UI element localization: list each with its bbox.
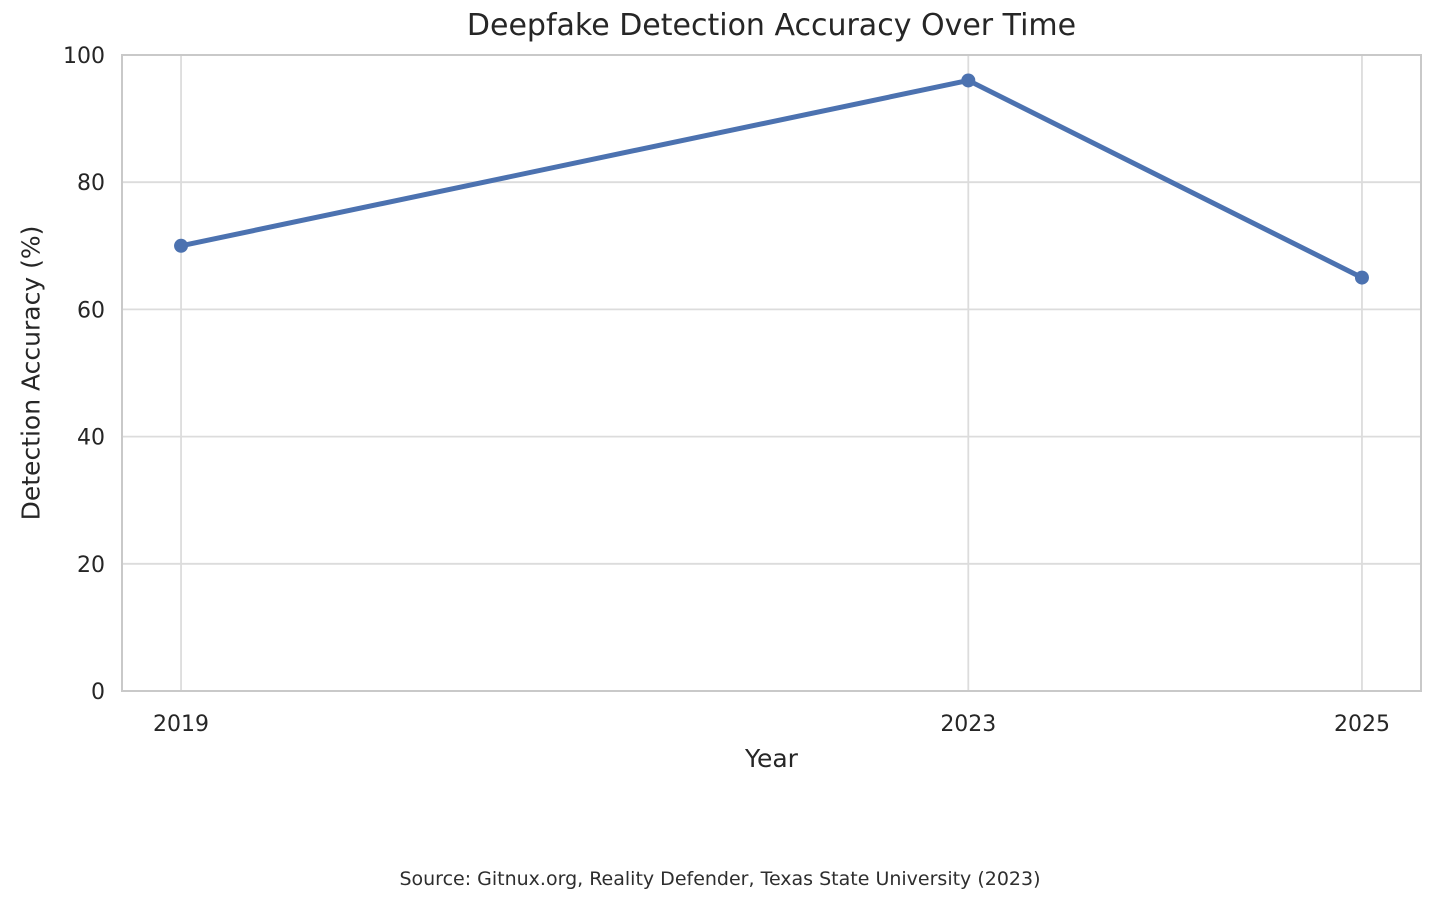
y-tick-label: 60 — [77, 298, 105, 323]
x-axis-label: Year — [745, 744, 798, 773]
x-tick-label: 2025 — [1334, 712, 1390, 737]
y-tick-label: 80 — [77, 171, 105, 196]
data-point-marker — [1354, 270, 1369, 285]
y-tick-label: 0 — [91, 680, 105, 705]
chart-title: Deepfake Detection Accuracy Over Time — [466, 8, 1077, 43]
data-point-marker — [961, 73, 976, 88]
y-tick-label: 20 — [77, 553, 105, 578]
x-tick-label: 2019 — [153, 712, 209, 737]
plot-frame — [121, 54, 1422, 692]
y-tick-label: 100 — [63, 44, 105, 69]
data-point-marker — [174, 238, 189, 253]
y-tick-label: 40 — [77, 426, 105, 451]
source-caption: Source: Gitnux.org, Reality Defender, Te… — [399, 868, 1041, 890]
x-tick-label: 2023 — [940, 712, 996, 737]
series-line — [178, 77, 1365, 281]
